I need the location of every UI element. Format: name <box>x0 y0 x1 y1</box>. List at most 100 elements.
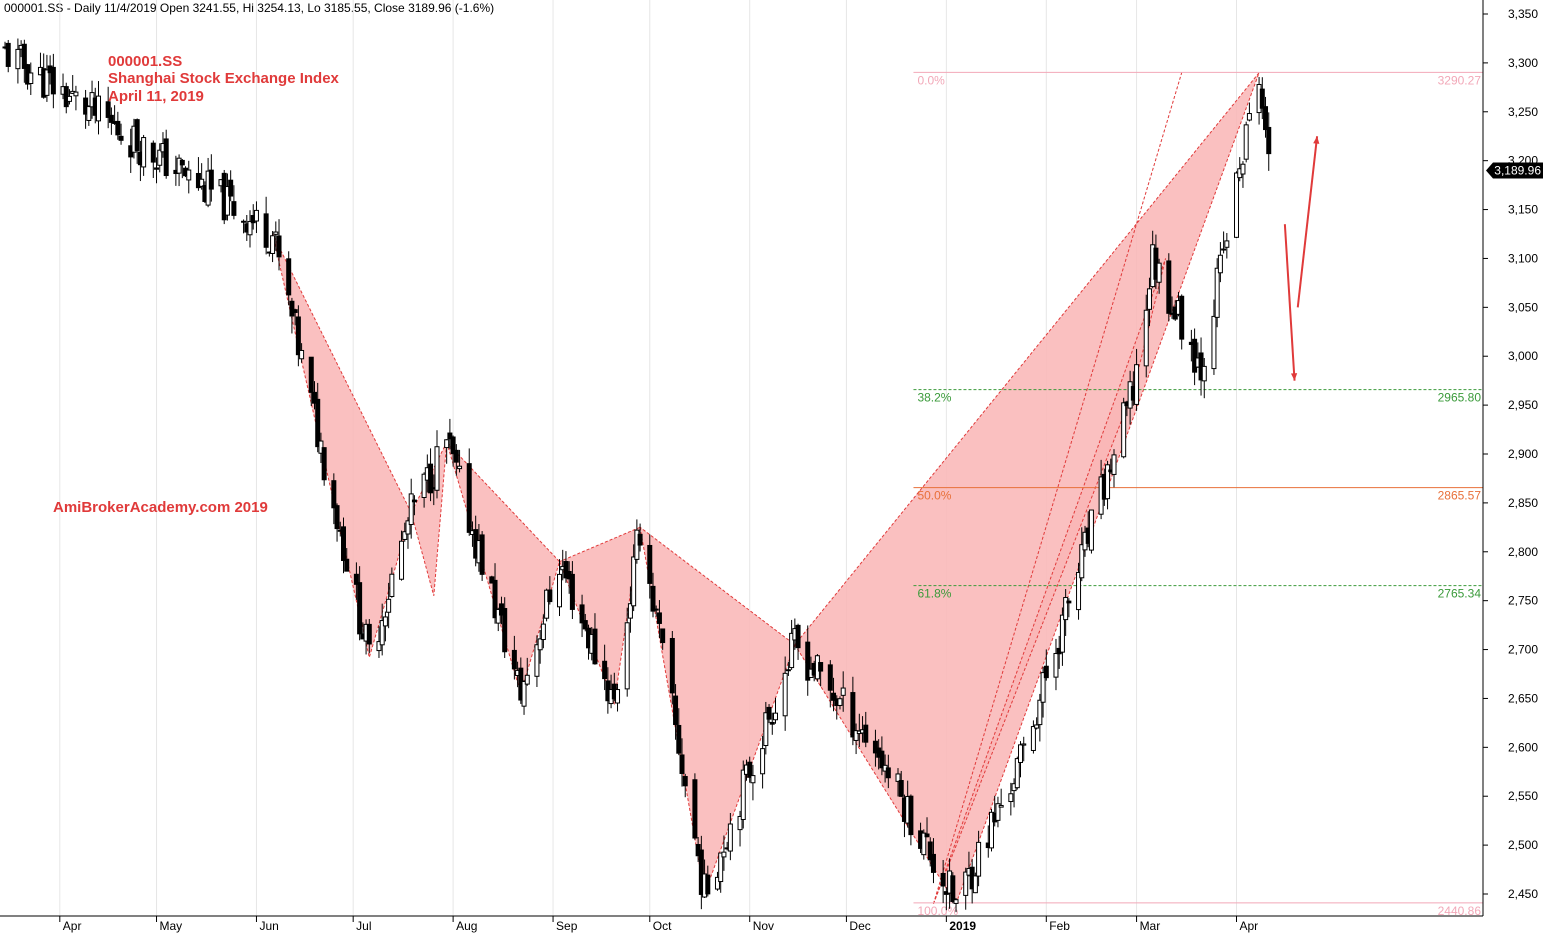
candle-body <box>1076 571 1082 611</box>
candle-body <box>747 761 753 778</box>
pattern-triangle <box>639 526 796 896</box>
candle-body <box>998 804 1004 808</box>
candle-body <box>950 875 956 902</box>
candle-body <box>602 660 608 680</box>
candle-body <box>692 779 698 839</box>
candle-body <box>953 899 959 904</box>
candle-body <box>624 622 630 690</box>
candle-body <box>769 721 775 725</box>
candle-body <box>163 138 169 177</box>
candle-body <box>1008 793 1014 803</box>
candle-body <box>653 608 659 611</box>
candle-body <box>154 167 160 170</box>
price-tick-label: 2,800 <box>1508 545 1538 559</box>
candle-body <box>444 439 450 449</box>
candle-body <box>1111 454 1117 475</box>
candle-body <box>199 178 205 187</box>
fib-price-label: 2765.34 <box>1438 587 1482 601</box>
candle-body <box>376 641 382 652</box>
candle-body <box>1217 254 1223 274</box>
candle-body <box>1146 288 1152 310</box>
arrow-shaft <box>1283 224 1296 381</box>
candle-body <box>837 698 843 706</box>
candle-body <box>73 91 79 97</box>
candle-body <box>908 795 914 836</box>
candle-body <box>331 480 337 509</box>
candles <box>2 38 1272 913</box>
candle-body <box>1224 240 1230 248</box>
candle-body <box>1021 743 1027 746</box>
candle-body <box>208 169 214 190</box>
price-tick-label: 3,100 <box>1508 251 1538 265</box>
candle-body <box>411 499 417 503</box>
candle-body <box>28 72 34 85</box>
candle-body <box>466 463 472 533</box>
candle-body <box>344 558 350 572</box>
candle-body <box>315 398 321 448</box>
fibonacci-levels: 0.0% 3290.27 38.2% 2965.80 50.0% 2865.57 61.8%… <box>913 71 1483 918</box>
candle-body <box>1179 295 1185 340</box>
candle-body <box>750 775 756 784</box>
candle-body <box>186 169 192 181</box>
date-tick-label: Apr <box>63 919 82 933</box>
candle-body <box>563 561 569 579</box>
candle-body <box>253 209 259 222</box>
candle-body <box>1266 126 1272 155</box>
candle-body <box>457 465 463 470</box>
candle-body <box>134 119 140 151</box>
price-tick-label: 2,700 <box>1508 643 1538 657</box>
candle-body <box>569 573 575 610</box>
symbol-annotation: 000001.SS <box>108 53 183 70</box>
candle-body <box>785 669 791 672</box>
candle-body <box>450 436 456 455</box>
candle-body <box>872 740 878 754</box>
candle-body <box>840 687 846 696</box>
candle-body <box>1034 724 1040 729</box>
candle-body <box>1066 600 1072 604</box>
candle-body <box>940 873 946 887</box>
date-tick-label: Aug <box>456 919 477 933</box>
candle-body <box>795 624 801 649</box>
price-tick-label: 2,750 <box>1508 594 1538 608</box>
price-tick-label: 3,300 <box>1508 56 1538 70</box>
harmonic-patterns <box>272 72 1260 905</box>
candle-body <box>1246 113 1252 121</box>
candle-body <box>1105 464 1111 500</box>
candle-body <box>308 356 314 393</box>
price-tick-label: 2,450 <box>1508 887 1538 901</box>
arrow-head <box>1313 136 1320 144</box>
last-price-label: 3,189.96 <box>1494 163 1541 177</box>
candle-body <box>521 680 527 707</box>
candle-body <box>760 748 766 775</box>
candle-body <box>495 608 501 624</box>
candle-body <box>434 446 440 491</box>
candle-body <box>118 135 124 141</box>
candle-body <box>1018 744 1024 763</box>
candle-body <box>141 137 147 168</box>
price-tick-label: 3,150 <box>1508 203 1538 217</box>
candle-body <box>988 811 994 849</box>
candle-body <box>1221 248 1227 251</box>
fib-pct-label: 61.8% <box>917 587 951 601</box>
candle-body <box>276 235 282 258</box>
date-tick-label: Apr <box>1240 919 1259 933</box>
candle-body <box>402 531 408 540</box>
candle-body <box>224 186 230 216</box>
dashed-trendline <box>932 72 1183 904</box>
candle-body <box>1166 260 1172 314</box>
candle-body <box>547 589 553 603</box>
candle-body <box>637 533 643 546</box>
candle-body <box>247 220 253 236</box>
candle-body <box>885 767 891 779</box>
candle-body <box>1088 509 1094 551</box>
date-annotation: April 11, 2019 <box>108 88 204 105</box>
date-tick-label: May <box>160 919 183 933</box>
candle-body <box>386 598 392 613</box>
candle-body <box>273 231 279 235</box>
candle-body <box>86 106 92 121</box>
candle-body <box>263 213 269 248</box>
candle-body <box>150 142 156 163</box>
candle-body <box>44 69 50 96</box>
candle-body <box>963 871 969 896</box>
candle-body <box>1134 364 1140 405</box>
